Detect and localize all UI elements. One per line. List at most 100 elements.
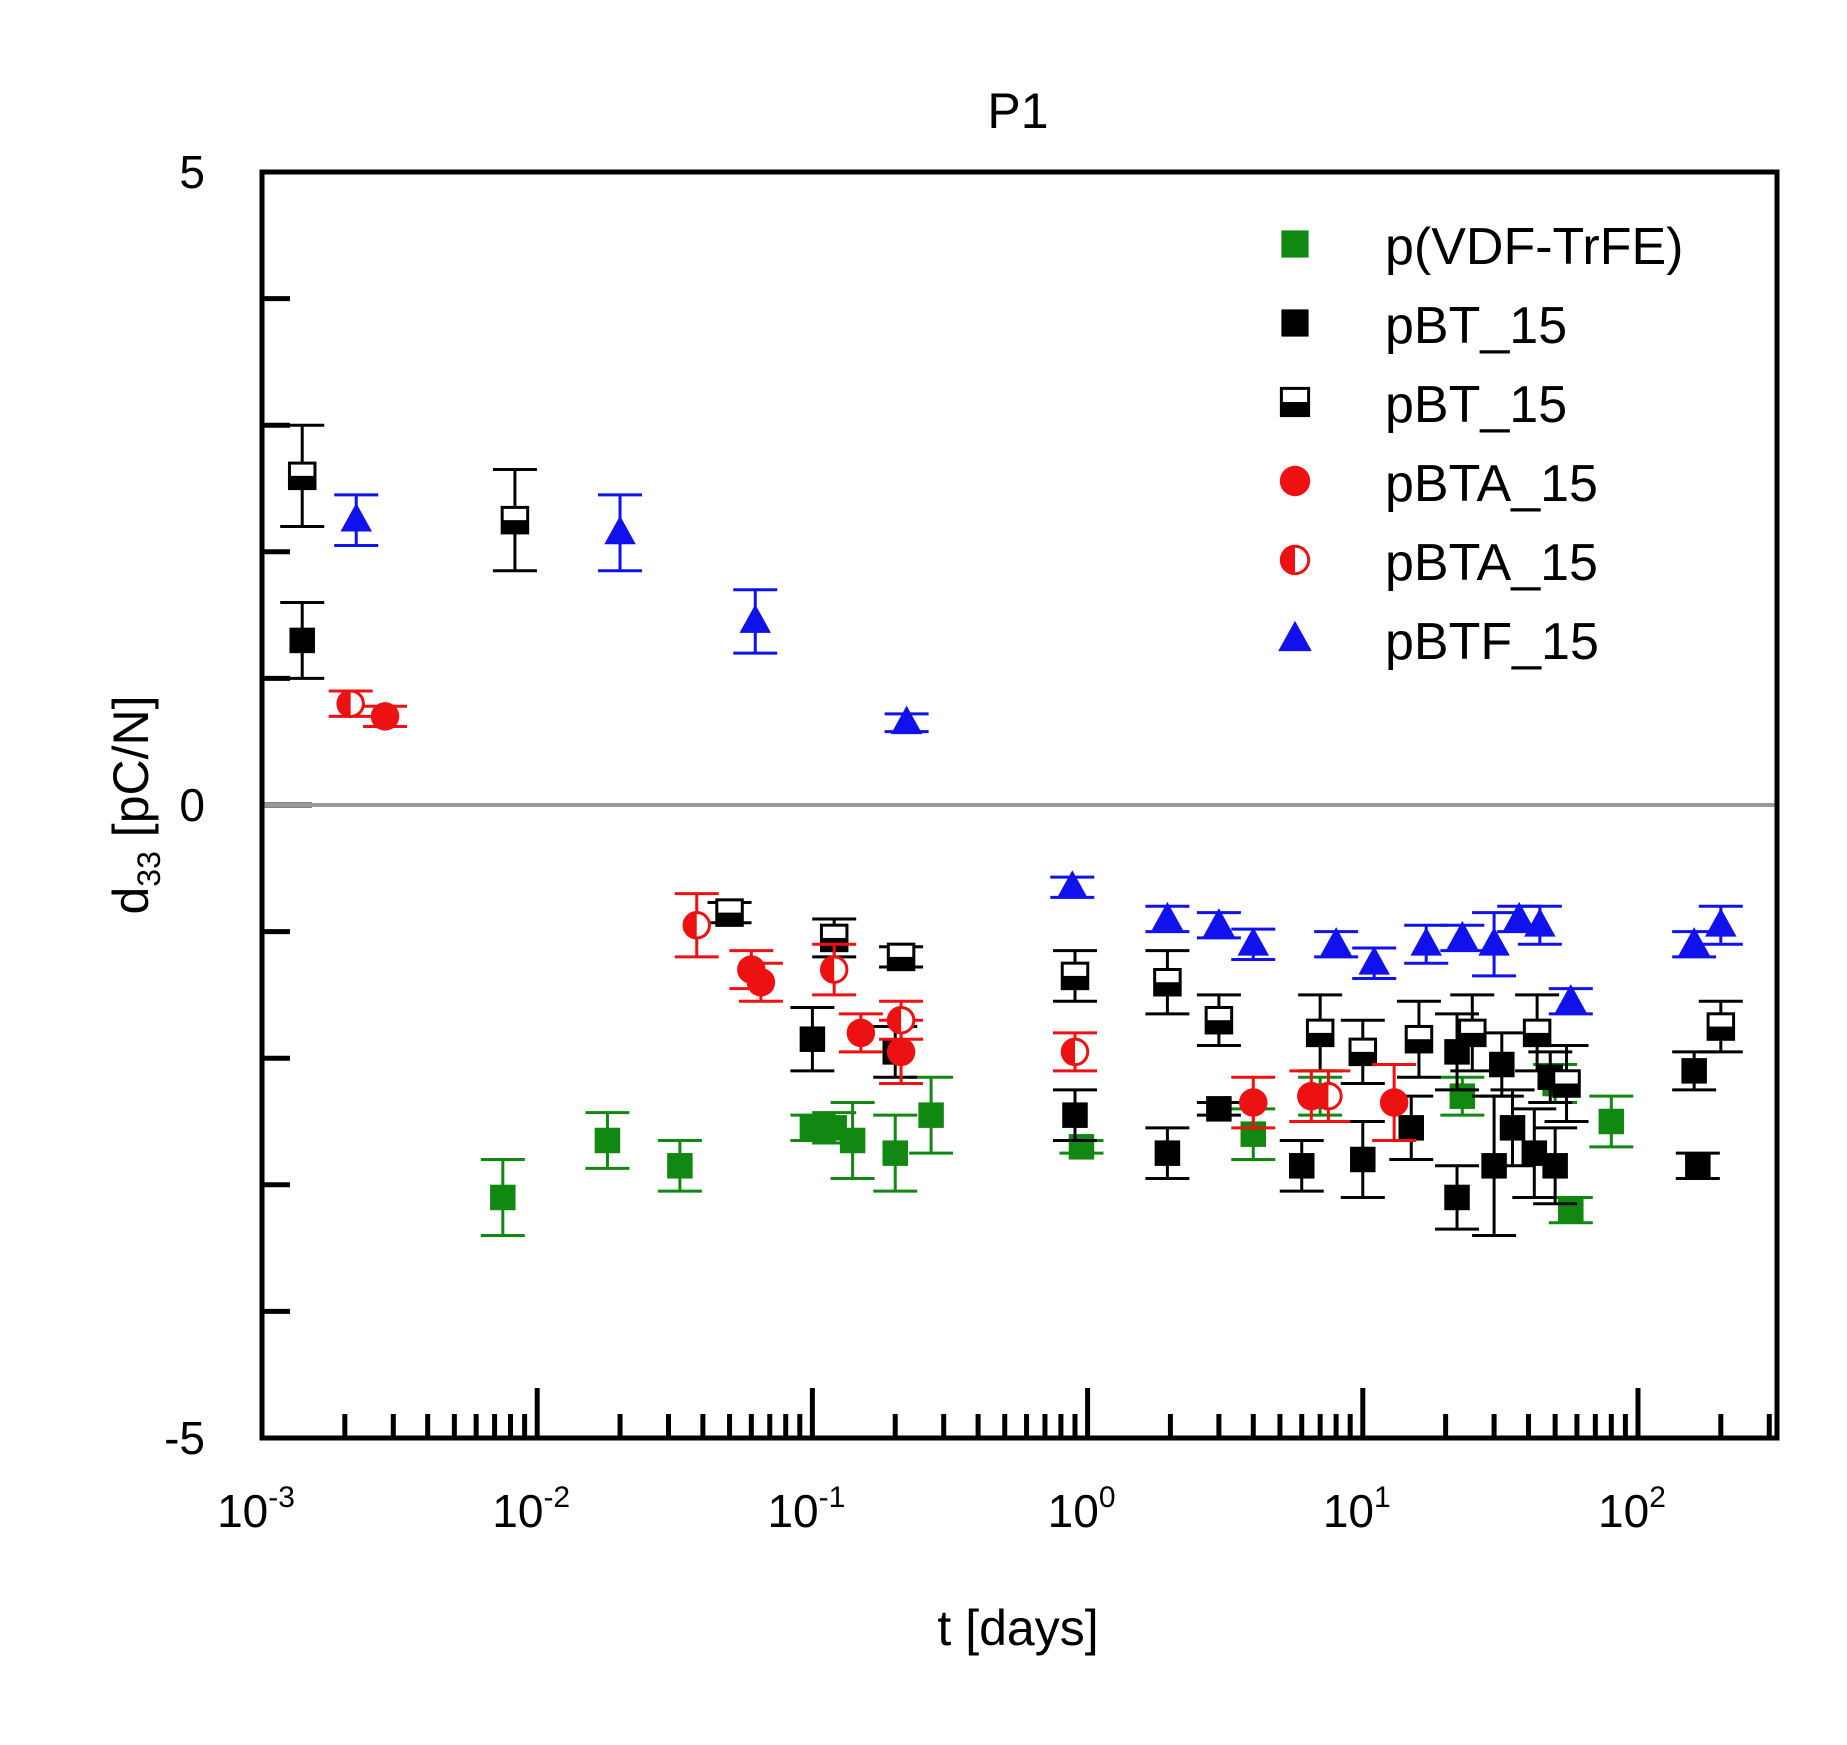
legend-label: p(VDF-TrFE) bbox=[1385, 218, 1683, 276]
legend-label: pBT_15 bbox=[1385, 297, 1567, 355]
x-axis-title: t [days] bbox=[937, 1600, 1098, 1656]
y-axis-title-sub: 33 bbox=[131, 851, 167, 887]
y-ticks: 5 0 -5 bbox=[164, 146, 312, 1464]
y-axis-title-main: d bbox=[103, 887, 159, 915]
legend-item: pBTA_15 bbox=[1279, 455, 1598, 513]
data-point bbox=[1685, 1153, 1711, 1179]
data-point bbox=[799, 1115, 826, 1141]
series-pbta-full bbox=[363, 702, 1417, 1142]
chart-title: P1 bbox=[987, 83, 1048, 139]
legend-item: pBTF_15 bbox=[1278, 613, 1599, 671]
data-point bbox=[1379, 1088, 1409, 1117]
data-point bbox=[1705, 908, 1737, 937]
data-point bbox=[746, 967, 776, 997]
legend-item: p(VDF-TrFE) bbox=[1281, 218, 1683, 276]
data-point bbox=[1706, 1012, 1736, 1041]
data-point bbox=[1350, 1146, 1376, 1173]
data-point bbox=[1542, 1153, 1568, 1179]
x-tick-label: 10-1 bbox=[767, 1481, 845, 1537]
data-point bbox=[1320, 927, 1352, 956]
data-point bbox=[1478, 927, 1510, 956]
data-point bbox=[1499, 1115, 1526, 1141]
legend-item: pBT_15 bbox=[1279, 376, 1567, 434]
data-point bbox=[1449, 1083, 1476, 1109]
legend-marker bbox=[1279, 544, 1311, 576]
data-point bbox=[500, 505, 530, 535]
data-point bbox=[1558, 1197, 1584, 1223]
y-tick-label: 0 bbox=[179, 779, 205, 831]
data-point bbox=[682, 911, 712, 940]
series-pbt-full bbox=[280, 600, 1720, 1237]
data-point bbox=[1552, 1069, 1581, 1098]
data-point bbox=[886, 942, 916, 972]
data-point bbox=[594, 1127, 621, 1154]
data-point bbox=[1398, 1115, 1424, 1141]
data-point bbox=[886, 1005, 916, 1035]
data-point bbox=[1489, 1051, 1515, 1078]
legend-label: pBTA_15 bbox=[1385, 534, 1598, 592]
data-point bbox=[1239, 1088, 1268, 1117]
data-point bbox=[370, 702, 400, 731]
legend-label: pBT_15 bbox=[1385, 376, 1567, 434]
data-point bbox=[739, 604, 772, 633]
data-point bbox=[839, 1127, 866, 1154]
series-pbt-half bbox=[280, 423, 1743, 1123]
series-layer bbox=[280, 423, 1743, 1237]
data-point bbox=[1348, 1037, 1378, 1067]
plot-frame bbox=[259, 169, 1780, 1441]
data-point bbox=[1056, 870, 1089, 899]
data-point bbox=[1555, 984, 1587, 1013]
data-point bbox=[1522, 1018, 1552, 1048]
data-point bbox=[1204, 1005, 1234, 1035]
data-point bbox=[1358, 946, 1390, 975]
legend-marker bbox=[1281, 230, 1309, 258]
data-point bbox=[1444, 1184, 1470, 1211]
data-point bbox=[1153, 967, 1182, 997]
data-point bbox=[890, 705, 923, 735]
x-tick-label: 10-3 bbox=[217, 1481, 295, 1537]
data-point bbox=[1203, 908, 1235, 937]
legend-label: pBTA_15 bbox=[1385, 455, 1598, 513]
series-pbta-half bbox=[328, 689, 1351, 1123]
legend-marker bbox=[1281, 309, 1309, 337]
data-point bbox=[1305, 1018, 1335, 1048]
legend: p(VDF-TrFE) pBT_15 pBT_15 pBTA_15 pBTA_15 pBT… bbox=[1278, 218, 1683, 671]
y-axis-title-rest: [pC/N] bbox=[103, 696, 159, 852]
x-tick-label: 10-2 bbox=[492, 1481, 570, 1537]
data-point bbox=[1060, 1037, 1090, 1067]
data-point bbox=[340, 503, 372, 532]
series-pbtf bbox=[334, 493, 1743, 1016]
x-ticks: 10-3 10-2 10-1 100 101 102 bbox=[217, 1388, 1772, 1537]
y-tick-label: 5 bbox=[179, 146, 205, 198]
legend-item: pBT_15 bbox=[1281, 297, 1567, 355]
data-point bbox=[819, 955, 849, 984]
data-point bbox=[667, 1153, 693, 1179]
data-point bbox=[1410, 927, 1442, 956]
y-tick-label: -5 bbox=[164, 1412, 205, 1464]
x-tick-label: 100 bbox=[1048, 1481, 1116, 1537]
data-point bbox=[1288, 1153, 1315, 1179]
data-point bbox=[1314, 1081, 1343, 1111]
x-tick-label: 102 bbox=[1598, 1481, 1666, 1537]
data-point bbox=[1068, 1134, 1095, 1160]
data-point bbox=[882, 1140, 908, 1166]
data-point bbox=[1404, 1024, 1434, 1054]
data-point bbox=[1446, 920, 1479, 950]
data-point bbox=[1598, 1108, 1625, 1135]
data-point bbox=[1503, 901, 1535, 931]
data-point bbox=[1062, 1102, 1088, 1128]
data-point bbox=[1681, 1058, 1707, 1084]
data-point bbox=[1237, 927, 1270, 956]
data-point bbox=[1206, 1096, 1232, 1122]
data-point bbox=[1060, 961, 1090, 991]
data-point bbox=[799, 1026, 826, 1052]
data-point bbox=[886, 1037, 916, 1067]
data-point bbox=[1154, 1140, 1181, 1166]
x-tick-label: 101 bbox=[1323, 1481, 1391, 1537]
legend-marker bbox=[1278, 620, 1312, 652]
data-point bbox=[1458, 1018, 1487, 1048]
legend-item: pBTA_15 bbox=[1279, 534, 1598, 592]
data-point bbox=[336, 689, 365, 718]
data-point bbox=[715, 898, 744, 927]
